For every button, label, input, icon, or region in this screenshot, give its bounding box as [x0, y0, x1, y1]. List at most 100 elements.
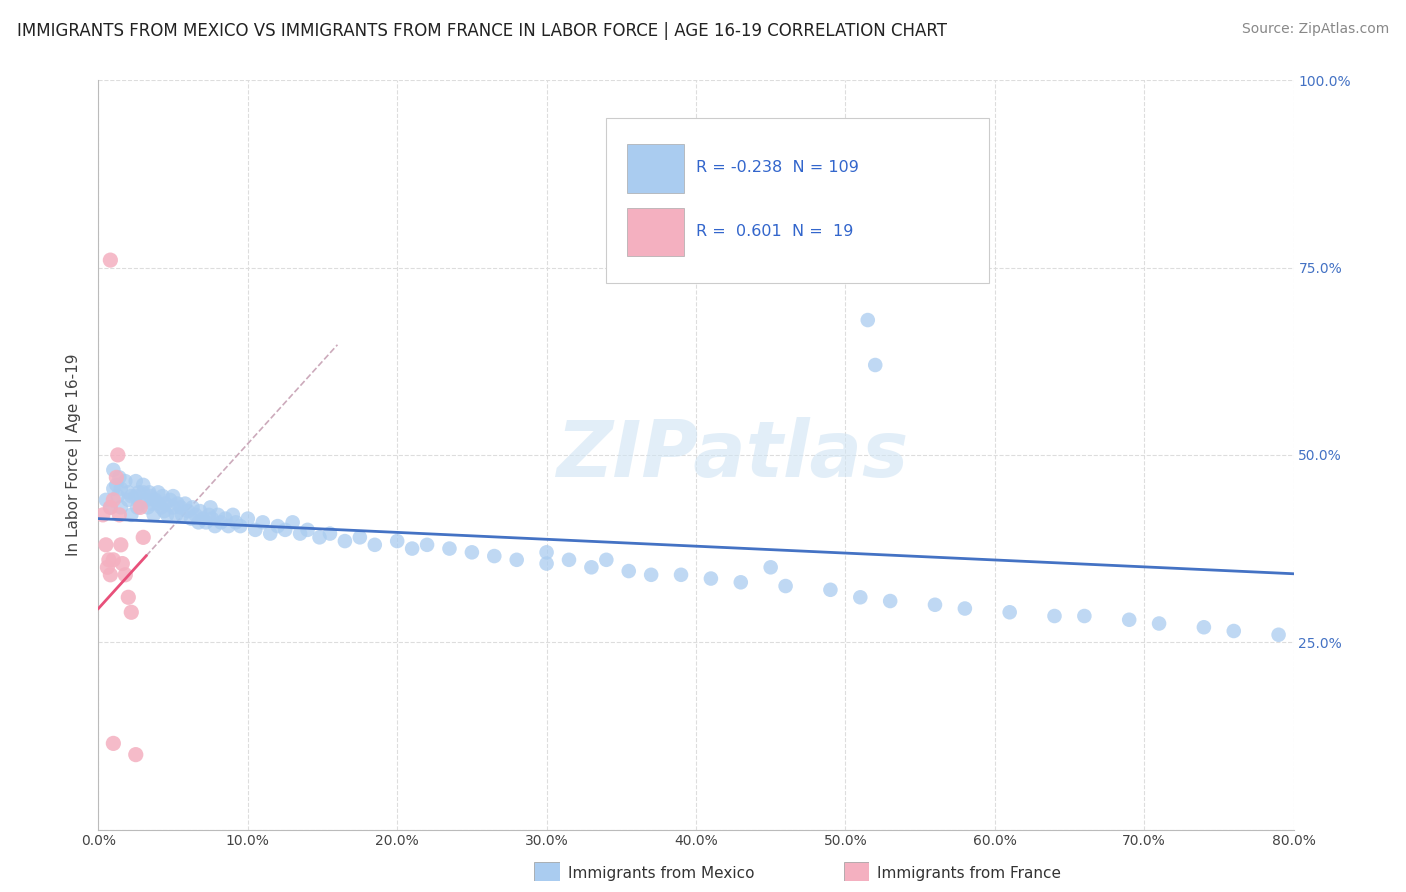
- Point: [142, 508, 165, 522]
- FancyBboxPatch shape: [627, 208, 685, 256]
- Point: [125, 489, 148, 503]
- Point: [198, 508, 221, 522]
- Point: [98, 253, 122, 268]
- Point: [150, 500, 173, 515]
- Point: [245, 523, 267, 537]
- Point: [581, 560, 603, 574]
- Point: [169, 500, 191, 515]
- Point: [536, 557, 558, 571]
- Point: [108, 470, 131, 484]
- Point: [94, 538, 117, 552]
- Point: [96, 560, 118, 574]
- Point: [759, 560, 782, 574]
- Point: [617, 564, 640, 578]
- Point: [114, 567, 136, 582]
- Text: R =  0.601  N =  19: R = 0.601 N = 19: [696, 224, 853, 239]
- Point: [195, 516, 218, 530]
- Point: [125, 747, 148, 762]
- Text: Immigrants from France: Immigrants from France: [877, 866, 1062, 880]
- Y-axis label: In Labor Force | Age 16-19: In Labor Force | Age 16-19: [66, 353, 83, 557]
- Point: [1267, 628, 1289, 642]
- Point: [214, 511, 236, 525]
- Point: [132, 530, 155, 544]
- Point: [281, 516, 304, 530]
- Point: [461, 545, 484, 559]
- Point: [174, 497, 197, 511]
- Point: [180, 511, 202, 525]
- Point: [484, 549, 506, 563]
- Point: [162, 489, 184, 503]
- Point: [132, 485, 155, 500]
- Point: [188, 504, 211, 518]
- Point: [1223, 624, 1246, 638]
- Point: [252, 516, 274, 530]
- Point: [865, 358, 887, 372]
- Point: [297, 523, 319, 537]
- Point: [204, 519, 226, 533]
- Point: [120, 605, 142, 619]
- Point: [105, 478, 128, 492]
- Point: [117, 591, 139, 605]
- Point: [120, 508, 142, 522]
- Point: [129, 500, 152, 515]
- Point: [222, 508, 245, 522]
- Point: [166, 497, 188, 511]
- Point: [128, 485, 150, 500]
- Point: [132, 478, 155, 492]
- Point: [103, 553, 125, 567]
- Point: [669, 567, 692, 582]
- Point: [184, 508, 207, 522]
- Point: [506, 553, 529, 567]
- Point: [110, 500, 132, 515]
- Point: [97, 553, 120, 567]
- Point: [141, 497, 163, 511]
- Point: [730, 575, 752, 590]
- Point: [385, 534, 409, 549]
- Point: [110, 538, 132, 552]
- Point: [114, 474, 136, 488]
- Text: R = -0.238  N = 109: R = -0.238 N = 109: [696, 161, 859, 176]
- Point: [229, 519, 252, 533]
- Point: [117, 485, 139, 500]
- Point: [129, 497, 152, 511]
- Point: [187, 516, 209, 530]
- Point: [103, 492, 125, 507]
- Point: [181, 500, 204, 515]
- Point: [558, 553, 581, 567]
- Point: [103, 482, 125, 496]
- Text: Immigrants from Mexico: Immigrants from Mexico: [568, 866, 755, 880]
- Point: [333, 534, 356, 549]
- Point: [98, 567, 122, 582]
- Point: [111, 557, 134, 571]
- Point: [91, 508, 114, 522]
- Point: [162, 500, 184, 515]
- Point: [775, 579, 797, 593]
- Text: ZIPatlas: ZIPatlas: [555, 417, 908, 493]
- Point: [849, 591, 872, 605]
- Point: [153, 504, 176, 518]
- Point: [217, 519, 239, 533]
- Point: [108, 508, 131, 522]
- Point: [117, 492, 139, 507]
- Point: [152, 489, 174, 503]
- Point: [207, 508, 229, 522]
- Point: [209, 516, 232, 530]
- Point: [274, 523, 297, 537]
- Text: IMMIGRANTS FROM MEXICO VS IMMIGRANTS FROM FRANCE IN LABOR FORCE | AGE 16-19 CORR: IMMIGRANTS FROM MEXICO VS IMMIGRANTS FRO…: [17, 22, 946, 40]
- Point: [94, 492, 117, 507]
- Point: [879, 594, 901, 608]
- Point: [201, 511, 224, 525]
- Point: [700, 572, 723, 586]
- Point: [998, 605, 1021, 619]
- Point: [110, 482, 132, 496]
- FancyBboxPatch shape: [606, 118, 988, 283]
- Point: [267, 519, 290, 533]
- Point: [1192, 620, 1215, 634]
- Point: [1043, 609, 1066, 624]
- Point: [856, 313, 879, 327]
- Point: [1147, 616, 1170, 631]
- Point: [416, 538, 439, 552]
- Point: [439, 541, 461, 556]
- Point: [155, 497, 177, 511]
- Point: [125, 474, 148, 488]
